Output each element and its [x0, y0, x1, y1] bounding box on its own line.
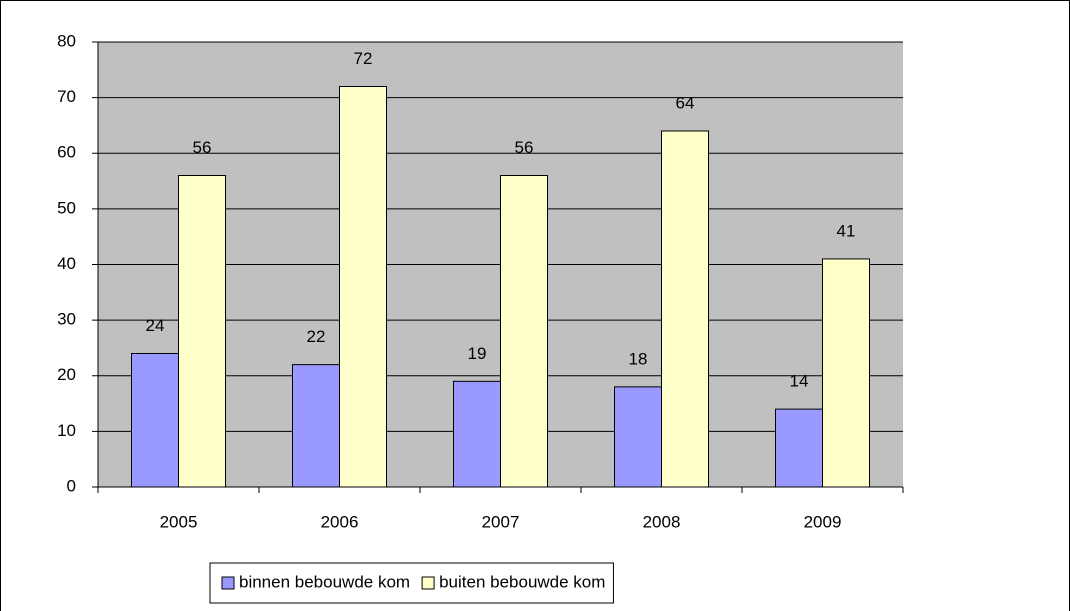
y-tick-label: 50	[57, 198, 76, 217]
x-tick-label: 2009	[804, 512, 842, 531]
bar	[292, 364, 340, 488]
data-label: 22	[307, 327, 326, 346]
data-label: 14	[790, 372, 809, 391]
y-tick-label: 0	[67, 476, 76, 495]
bar	[339, 86, 387, 488]
y-tick-label: 40	[57, 254, 76, 273]
legend-swatch	[221, 576, 235, 590]
y-tick-label: 60	[57, 143, 76, 162]
legend-label: buiten bebouwde kom	[439, 572, 605, 591]
legend-label: binnen bebouwde kom	[239, 572, 410, 591]
x-tick-label: 2007	[482, 512, 520, 531]
legend-swatch	[421, 576, 435, 590]
data-label: 56	[515, 138, 534, 157]
y-tick-label: 70	[57, 87, 76, 106]
legend	[209, 562, 614, 604]
data-label: 24	[146, 316, 165, 335]
bar	[614, 386, 662, 488]
data-label: 18	[629, 349, 648, 368]
bar	[131, 353, 179, 488]
data-label: 41	[837, 221, 856, 240]
data-label: 72	[354, 49, 373, 68]
y-tick-label: 80	[57, 31, 76, 50]
y-tick-label: 20	[57, 365, 76, 384]
bar	[178, 175, 226, 488]
x-tick-label: 2006	[321, 512, 359, 531]
data-label: 56	[193, 138, 212, 157]
data-label: 19	[468, 344, 487, 363]
bar	[822, 258, 870, 488]
y-tick-label: 10	[57, 421, 76, 440]
bar	[775, 408, 823, 488]
bar	[453, 380, 501, 488]
y-tick-label: 30	[57, 310, 76, 329]
data-label: 64	[676, 93, 695, 112]
bar	[500, 175, 548, 488]
x-tick-label: 2005	[160, 512, 198, 531]
bar	[661, 130, 709, 488]
x-tick-label: 2008	[643, 512, 681, 531]
